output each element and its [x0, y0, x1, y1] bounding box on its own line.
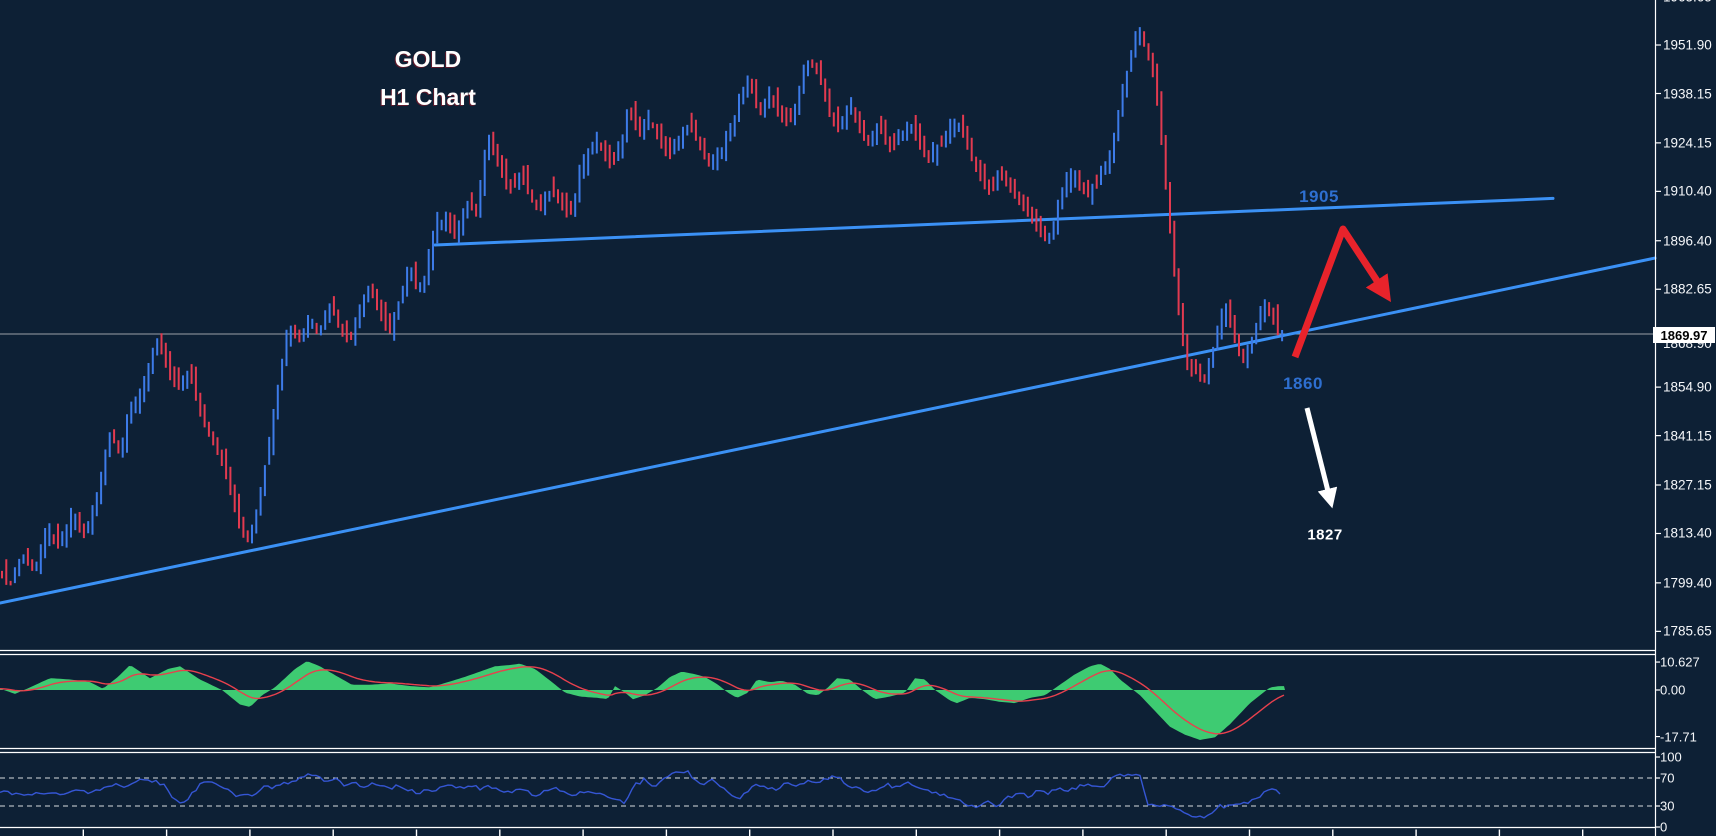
macd-histogram [0, 661, 1285, 740]
bull-candles [13, 27, 1284, 584]
current-price-tag: 1869.97 [1653, 327, 1715, 343]
current-price-value: 1869.97 [1660, 327, 1708, 343]
pane-borders [0, 0, 1661, 836]
chart-title-timeframe: H1 Chart [380, 84, 476, 110]
macd-signal-line [0, 666, 1285, 735]
red-arrow[interactable] [1291, 225, 1391, 359]
bear-candles [1, 31, 1279, 586]
trendline-1905[interactable] [433, 196, 1555, 247]
chart-title-symbol: GOLD [394, 46, 462, 72]
rsi-pane [0, 770, 1655, 819]
candles [1, 27, 1284, 586]
price-pane [0, 27, 1657, 605]
trendline-1860[interactable] [0, 256, 1657, 605]
chart-title: GOLD H1 Chart [318, 48, 538, 109]
white-arrow[interactable] [1304, 407, 1338, 509]
macd-pane [0, 661, 1285, 740]
time-axis[interactable] [82, 829, 1584, 836]
rsi-line [0, 770, 1281, 819]
